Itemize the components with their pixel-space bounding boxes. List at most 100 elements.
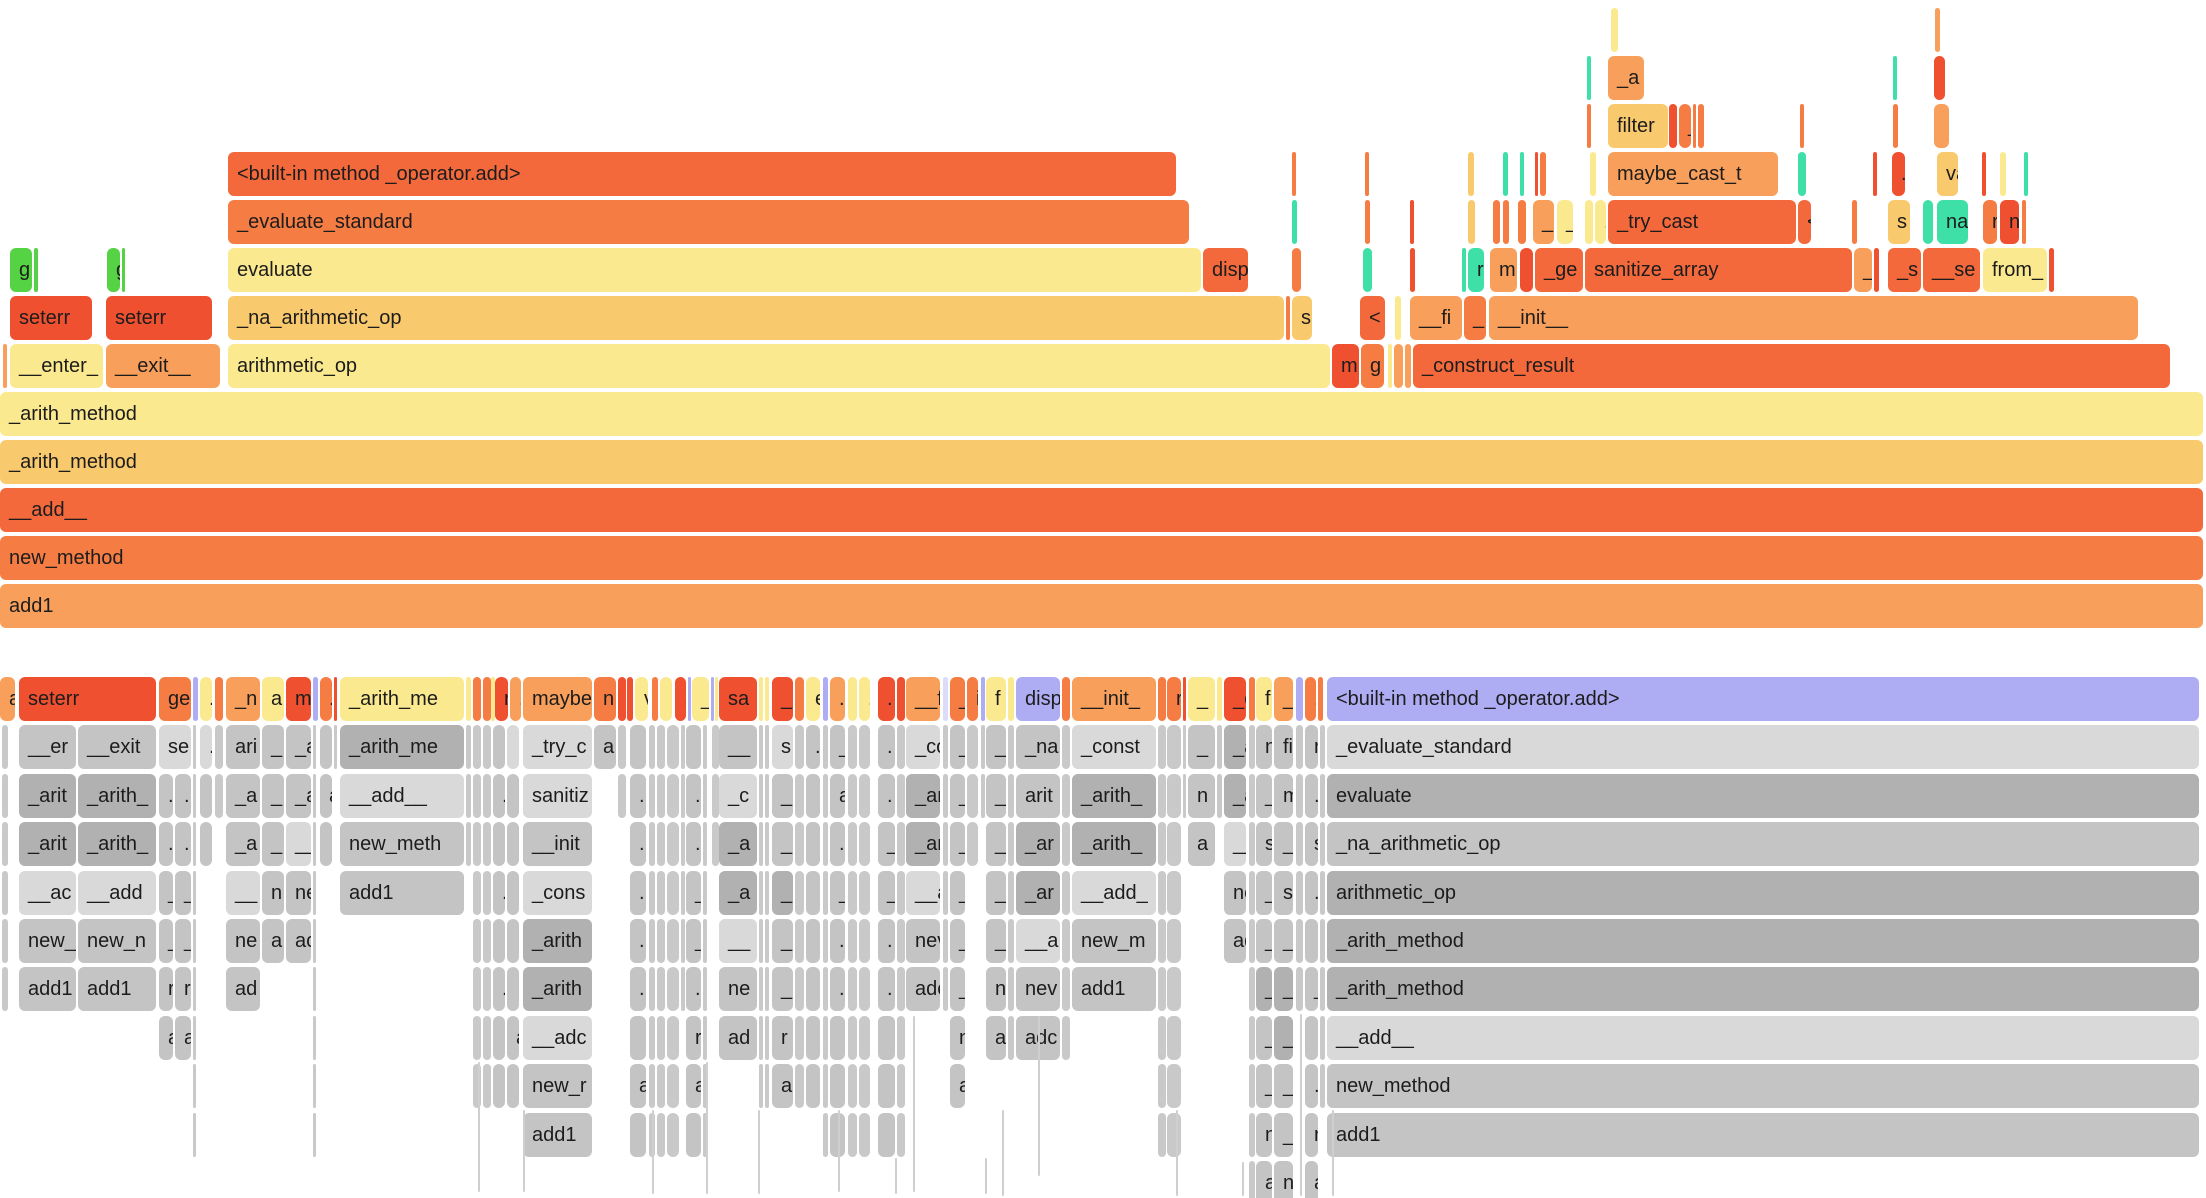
flame-bar[interactable]: [1893, 104, 1898, 148]
flame-bar[interactable]: .: [1595, 200, 1606, 244]
caller-sliver[interactable]: [759, 1015, 763, 1060]
caller-cell[interactable]: _arith_: [1072, 773, 1156, 818]
caller-cell[interactable]: .: [200, 725, 212, 770]
caller-cell[interactable]: _: [1256, 967, 1272, 1012]
caller-cell[interactable]: _arith_me: [340, 725, 464, 770]
flame-bar[interactable]: __init__: [1489, 296, 2138, 340]
caller-cell[interactable]: _a: [226, 822, 260, 867]
flame-bar[interactable]: [1540, 152, 1546, 196]
caller-cell[interactable]: _: [262, 822, 284, 867]
caller-cell[interactable]: a: [1256, 1161, 1272, 1198]
caller-cell[interactable]: nev: [1016, 967, 1060, 1012]
caller-root-bar[interactable]: _: [692, 677, 709, 721]
caller-sliver[interactable]: [193, 1112, 196, 1157]
caller-cell[interactable]: .: [1305, 870, 1318, 915]
caller-cell[interactable]: _const: [1072, 725, 1156, 770]
caller-sliver[interactable]: [1296, 919, 1303, 963]
caller-cell[interactable]: new_meth: [340, 822, 464, 867]
caller-sliver[interactable]: [1167, 1015, 1181, 1060]
flame-bar[interactable]: [1493, 200, 1500, 244]
caller-cell[interactable]: __init: [523, 822, 592, 867]
caller-cell[interactable]: [830, 1112, 845, 1157]
caller-sliver[interactable]: [1320, 1064, 1325, 1109]
caller-sliver[interactable]: [967, 773, 978, 818]
caller-sliver[interactable]: [649, 773, 655, 818]
caller-sliver[interactable]: [765, 725, 769, 770]
caller-cell[interactable]: _: [772, 919, 793, 963]
caller-sliver[interactable]: [1062, 1015, 1070, 1060]
caller-root-bar[interactable]: r: [1167, 677, 1181, 721]
caller-sliver[interactable]: [473, 1015, 481, 1060]
caller-root-bar[interactable]: .: [830, 677, 845, 721]
caller-sliver[interactable]: [759, 967, 763, 1012]
caller-sliver[interactable]: [313, 725, 316, 770]
caller-cell[interactable]: [493, 1064, 505, 1109]
caller-sliver[interactable]: [848, 1015, 857, 1060]
caller-sliver[interactable]: [703, 1112, 707, 1157]
caller-root-bar[interactable]: [618, 677, 626, 721]
caller-cell[interactable]: add1: [523, 1112, 592, 1157]
caller-cell[interactable]: ne: [286, 870, 311, 915]
caller-sliver[interactable]: [765, 1015, 769, 1060]
caller-root-bar[interactable]: _: [1274, 677, 1293, 721]
caller-cell[interactable]: [686, 1112, 701, 1157]
caller-sliver[interactable]: [483, 967, 491, 1012]
caller-cell[interactable]: add1: [19, 967, 76, 1012]
caller-cell[interactable]: _cons: [523, 870, 592, 915]
flame-bar[interactable]: [1388, 344, 1392, 388]
caller-cell[interactable]: [806, 919, 820, 963]
caller-root-bar[interactable]: [491, 677, 495, 721]
caller-sliver[interactable]: [2, 919, 8, 963]
flame-bar[interactable]: [1535, 152, 1538, 196]
caller-sliver[interactable]: [703, 773, 707, 818]
caller-cell[interactable]: [493, 919, 505, 963]
caller-sliver[interactable]: [649, 870, 655, 915]
caller-root-bar[interactable]: n: [594, 677, 616, 721]
caller-cell[interactable]: _: [772, 870, 793, 915]
caller-sliver[interactable]: [981, 773, 985, 818]
caller-root-bar[interactable]: [688, 677, 691, 721]
caller-sliver[interactable]: [712, 773, 719, 818]
caller-sliver[interactable]: [765, 967, 769, 1012]
caller-sliver[interactable]: [193, 967, 196, 1012]
caller-cell[interactable]: s: [1256, 822, 1272, 867]
caller-root-bar[interactable]: _n: [226, 677, 260, 721]
caller-sliver[interactable]: [1249, 967, 1255, 1012]
caller-cell[interactable]: [806, 822, 820, 867]
caller-sliver[interactable]: [759, 870, 763, 915]
caller-sliver[interactable]: [483, 1015, 491, 1060]
caller-sliver[interactable]: [483, 870, 491, 915]
caller-cell[interactable]: [1305, 919, 1318, 963]
flame-bar[interactable]: [1395, 296, 1401, 340]
caller-sliver[interactable]: [765, 773, 769, 818]
caller-cell[interactable]: [630, 1015, 646, 1060]
flame-bar[interactable]: _ge: [1535, 248, 1583, 292]
caller-sliver[interactable]: [1249, 1161, 1255, 1198]
flame-bar[interactable]: <built-in method _operator.add>: [228, 152, 1176, 196]
caller-root-bar[interactable]: _: [950, 677, 965, 721]
caller-cell[interactable]: [686, 725, 701, 770]
caller-cell[interactable]: a: [630, 1064, 646, 1109]
flame-bar[interactable]: [1611, 8, 1618, 52]
flame-bar[interactable]: g: [107, 248, 120, 292]
caller-sliver[interactable]: [2, 725, 8, 770]
caller-sliver[interactable]: [943, 773, 948, 818]
caller-cell[interactable]: .: [878, 967, 895, 1012]
caller-sliver[interactable]: [1158, 725, 1166, 770]
caller-cell[interactable]: _arit: [19, 822, 76, 867]
caller-sliver[interactable]: [313, 773, 316, 818]
flame-bar[interactable]: [1462, 248, 1466, 292]
caller-cell[interactable]: s: [1274, 870, 1293, 915]
caller-cell[interactable]: m: [1274, 773, 1293, 818]
caller-cell[interactable]: .: [1305, 1064, 1318, 1109]
caller-cell[interactable]: _: [175, 919, 191, 963]
flame-bar[interactable]: na: [1937, 200, 1968, 244]
caller-sliver[interactable]: [897, 725, 905, 770]
caller-sliver[interactable]: [1296, 967, 1303, 1012]
caller-sliver[interactable]: [859, 1112, 870, 1157]
caller-cell[interactable]: [507, 1064, 519, 1109]
caller-sliver[interactable]: [1062, 773, 1070, 818]
caller-cell[interactable]: .: [806, 725, 820, 770]
caller-cell[interactable]: new_m: [1072, 919, 1156, 963]
caller-sliver[interactable]: [215, 725, 223, 770]
